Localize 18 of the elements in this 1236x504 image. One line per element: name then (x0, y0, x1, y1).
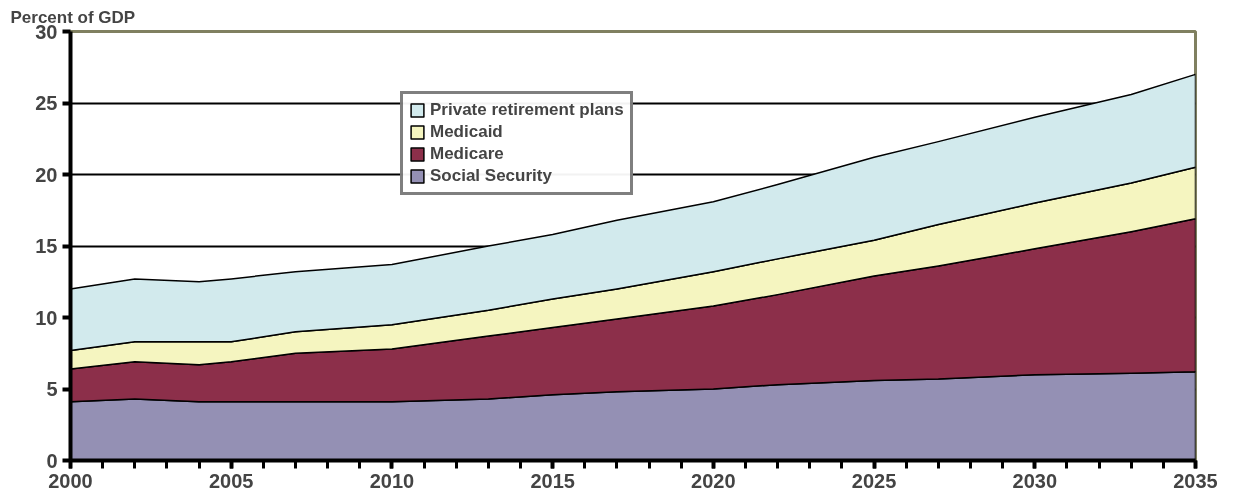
y-tick-label: 20 (35, 163, 58, 186)
legend-label: Social Security (430, 166, 552, 186)
y-tick-label: 5 (46, 378, 58, 400)
x-tick-label: 2020 (691, 469, 736, 492)
y-tick-label: 0 (46, 449, 58, 472)
x-tick-label: 2015 (530, 469, 575, 492)
legend-label: Private retirement plans (430, 100, 624, 120)
y-tick-label: 10 (35, 306, 58, 329)
x-tick-label: 2010 (369, 469, 415, 492)
legend-label: Medicare (430, 144, 504, 164)
legend-label: Medicaid (430, 122, 503, 142)
y-tick-label: 25 (35, 92, 58, 114)
x-tick-label: 2035 (1173, 469, 1218, 492)
x-tick-label: 2000 (48, 469, 93, 492)
x-tick-label: 2030 (1012, 469, 1058, 492)
x-tick-label: 2025 (851, 469, 897, 492)
y-tick-label: 15 (35, 235, 58, 257)
x-tick-label: 2005 (208, 469, 254, 492)
